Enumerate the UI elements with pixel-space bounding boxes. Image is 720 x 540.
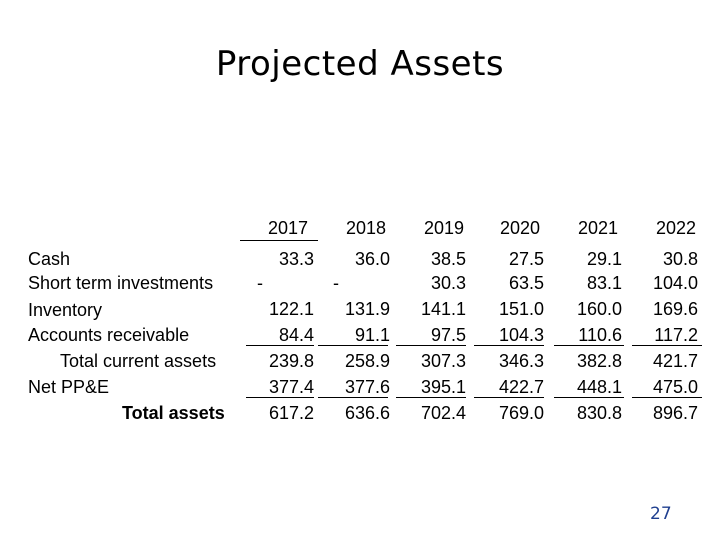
row-label-inventory: Inventory bbox=[28, 300, 103, 320]
cell-inventory-2022: 169.6 bbox=[652, 299, 698, 319]
year-header-2021: 2021 bbox=[578, 218, 619, 238]
cell-accounts-receivable-2022: 117.2 bbox=[654, 325, 698, 345]
underline-ar-2018 bbox=[318, 345, 388, 346]
cell-inventory-2019: 141.1 bbox=[420, 299, 466, 319]
cell-inventory-2018: 131.9 bbox=[344, 299, 390, 319]
cell-cash-2019: 38.5 bbox=[430, 249, 466, 269]
underline-ar-2017 bbox=[246, 345, 314, 346]
underline-ppe-2019 bbox=[396, 397, 466, 398]
header-underline bbox=[240, 240, 318, 241]
cell-inventory-2021: 160.0 bbox=[576, 299, 622, 319]
cell-accounts-receivable-2018: 91.1 bbox=[354, 325, 390, 345]
year-header-2017: 2017 bbox=[268, 218, 309, 238]
cell-total-current-assets-2022: 421.7 bbox=[652, 351, 698, 371]
cell-accounts-receivable-2019: 97.5 bbox=[430, 325, 466, 345]
cell-net-ppe-2021: 448.1 bbox=[576, 377, 622, 397]
underline-ppe-2018 bbox=[318, 397, 388, 398]
cell-total-assets-2021: 830.8 bbox=[576, 403, 622, 423]
row-label-net-ppe: Net PP&E bbox=[28, 377, 110, 397]
cell-inventory-2020: 151.0 bbox=[498, 299, 544, 319]
year-header-2018: 2018 bbox=[346, 218, 387, 238]
cell-total-current-assets-2019: 307.3 bbox=[420, 351, 466, 371]
cell-total-assets-2020: 769.0 bbox=[498, 403, 544, 423]
row-label-cash: Cash bbox=[28, 249, 71, 269]
cell-cash-2020: 27.5 bbox=[508, 249, 544, 269]
cell-total-assets-2019: 702.4 bbox=[420, 403, 466, 423]
cell-total-assets-2018: 636.6 bbox=[344, 403, 390, 423]
underline-ppe-2022 bbox=[632, 397, 702, 398]
slide-title: Projected Assets bbox=[215, 44, 505, 84]
cell-short-term-investments-2022: 104.0 bbox=[652, 273, 698, 293]
cell-accounts-receivable-2020: 104.3 bbox=[498, 325, 544, 345]
cell-total-current-assets-2018: 258.9 bbox=[344, 351, 390, 371]
cell-total-current-assets-2020: 346.3 bbox=[498, 351, 544, 371]
cell-net-ppe-2018: 377.6 bbox=[344, 377, 390, 397]
cell-cash-2017: 33.3 bbox=[278, 249, 314, 269]
cell-total-current-assets-2021: 382.8 bbox=[576, 351, 622, 371]
underline-ar-2022 bbox=[632, 345, 702, 346]
year-header-2019: 2019 bbox=[424, 218, 465, 238]
cell-short-term-investments-2017: - bbox=[257, 273, 263, 293]
cell-cash-2021: 29.1 bbox=[586, 249, 622, 269]
cell-total-assets-2022: 896.7 bbox=[652, 403, 698, 423]
cell-accounts-receivable-2021: 110.6 bbox=[578, 325, 622, 345]
underline-ppe-2017 bbox=[246, 397, 314, 398]
underline-ar-2019 bbox=[396, 345, 466, 346]
cell-short-term-investments-2018: - bbox=[333, 273, 339, 293]
cell-accounts-receivable-2017: 84.4 bbox=[278, 325, 314, 345]
cell-net-ppe-2019: 395.1 bbox=[420, 377, 466, 397]
cell-net-ppe-2022: 475.0 bbox=[652, 377, 698, 397]
underline-ar-2020 bbox=[474, 345, 544, 346]
year-header-2020: 2020 bbox=[500, 218, 541, 238]
cell-net-ppe-2020: 422.7 bbox=[498, 377, 544, 397]
cell-short-term-investments-2019: 30.3 bbox=[430, 273, 466, 293]
underline-ppe-2020 bbox=[474, 397, 544, 398]
year-header-2022: 2022 bbox=[656, 218, 697, 238]
cell-cash-2022: 30.8 bbox=[662, 249, 698, 269]
page-number: 27 bbox=[650, 504, 672, 524]
row-label-accounts-receivable: Accounts receivable bbox=[28, 325, 190, 345]
cell-inventory-2017: 122.1 bbox=[268, 299, 314, 319]
cell-short-term-investments-2021: 83.1 bbox=[586, 273, 622, 293]
cell-net-ppe-2017: 377.4 bbox=[268, 377, 314, 397]
row-label-total-current-assets: Total current assets bbox=[60, 351, 217, 371]
cell-total-current-assets-2017: 239.8 bbox=[268, 351, 314, 371]
underline-ppe-2021 bbox=[554, 397, 624, 398]
row-label-short-term-investments: Short term investments bbox=[28, 273, 214, 293]
row-label-total-assets: Total assets bbox=[122, 403, 225, 423]
underline-ar-2021 bbox=[554, 345, 624, 346]
cell-total-assets-2017: 617.2 bbox=[268, 403, 314, 423]
cell-cash-2018: 36.0 bbox=[354, 249, 390, 269]
cell-short-term-investments-2020: 63.5 bbox=[508, 273, 544, 293]
